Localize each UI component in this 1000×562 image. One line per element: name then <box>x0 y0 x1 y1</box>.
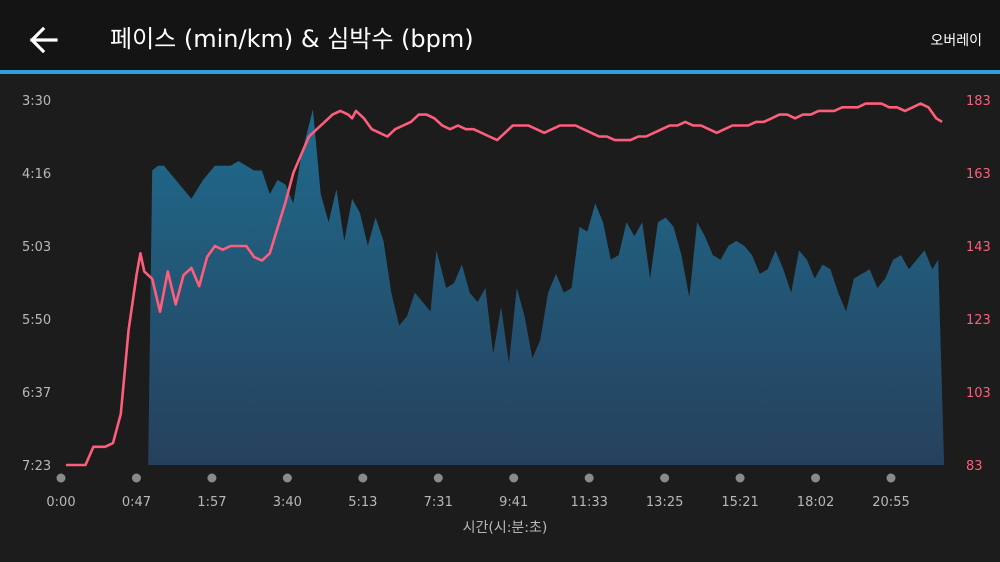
time-tick-label: 20:55 <box>872 495 909 510</box>
time-tick-label: 18:02 <box>797 495 834 510</box>
heart-rate-line <box>65 102 943 467</box>
time-tick-dot <box>886 473 896 483</box>
heart-rate-tick-label: 143 <box>966 240 991 255</box>
time-tick-label: 3:40 <box>273 495 302 510</box>
time-tick-label: 7:31 <box>424 495 453 510</box>
heart-rate-tick-label: 103 <box>966 386 991 401</box>
time-tick-dot <box>735 473 745 483</box>
pace-tick-label: 3:30 <box>22 94 51 109</box>
heart-rate-tick-label: 123 <box>966 313 991 328</box>
time-tick-dot <box>811 473 821 483</box>
heart-rate-tick-label: 83 <box>966 459 983 474</box>
pace-axis: 3:30 4:16 5:03 5:50 6:37 7:23 <box>22 94 51 474</box>
back-arrow-icon[interactable] <box>24 20 64 60</box>
pace-tick-label: 6:37 <box>22 386 51 401</box>
app-header: 페이스 (min/km) & 심박수 (bpm) 오버레이 <box>0 0 1000 74</box>
time-tick-label: 1:57 <box>197 495 226 510</box>
pace-tick-label: 7:23 <box>22 459 51 474</box>
time-tick-label: 5:13 <box>348 495 377 510</box>
time-tick-dot <box>433 473 443 483</box>
time-tick-label: 0:00 <box>46 495 75 510</box>
pace-area <box>148 109 945 466</box>
time-tick-dot <box>584 473 594 483</box>
time-tick-dot <box>207 473 217 483</box>
time-tick-label: 0:47 <box>122 495 151 510</box>
heart-rate-axis: 183 163 143 123 103 83 <box>966 94 991 474</box>
time-tick-dot <box>660 473 670 483</box>
time-tick-dot <box>56 473 66 483</box>
time-tick-label: 13:25 <box>646 495 683 510</box>
time-tick-label: 15:21 <box>721 495 758 510</box>
time-tick-dot <box>131 473 141 483</box>
x-axis-label: 시간(시:분:초) <box>463 520 548 536</box>
page-title: 페이스 (min/km) & 심박수 (bpm) <box>110 25 474 53</box>
heart-rate-tick-label: 183 <box>966 94 991 109</box>
heart-rate-line-layer <box>65 102 943 467</box>
pace-tick-label: 5:03 <box>22 240 51 255</box>
pace-tick-label: 4:16 <box>22 167 51 182</box>
overlay-button[interactable]: 오버레이 <box>930 33 982 49</box>
time-tick-dot <box>358 473 368 483</box>
time-tick-label: 11:33 <box>570 495 607 510</box>
pace-tick-label: 5:50 <box>22 313 51 328</box>
time-axis: 0:00 0:47 1:57 3:40 5:13 7:31 9:41 11:33 13:25 15… <box>46 473 910 510</box>
pace-area-layer <box>148 109 945 466</box>
heart-rate-tick-label: 163 <box>966 167 991 182</box>
pace-heart-rate-chart: 3:30 4:16 5:03 5:50 6:37 7:23 183 163 143 123 103… <box>22 94 991 536</box>
time-tick-dot <box>282 473 292 483</box>
time-tick-dot <box>509 473 519 483</box>
time-tick-label: 9:41 <box>499 495 528 510</box>
